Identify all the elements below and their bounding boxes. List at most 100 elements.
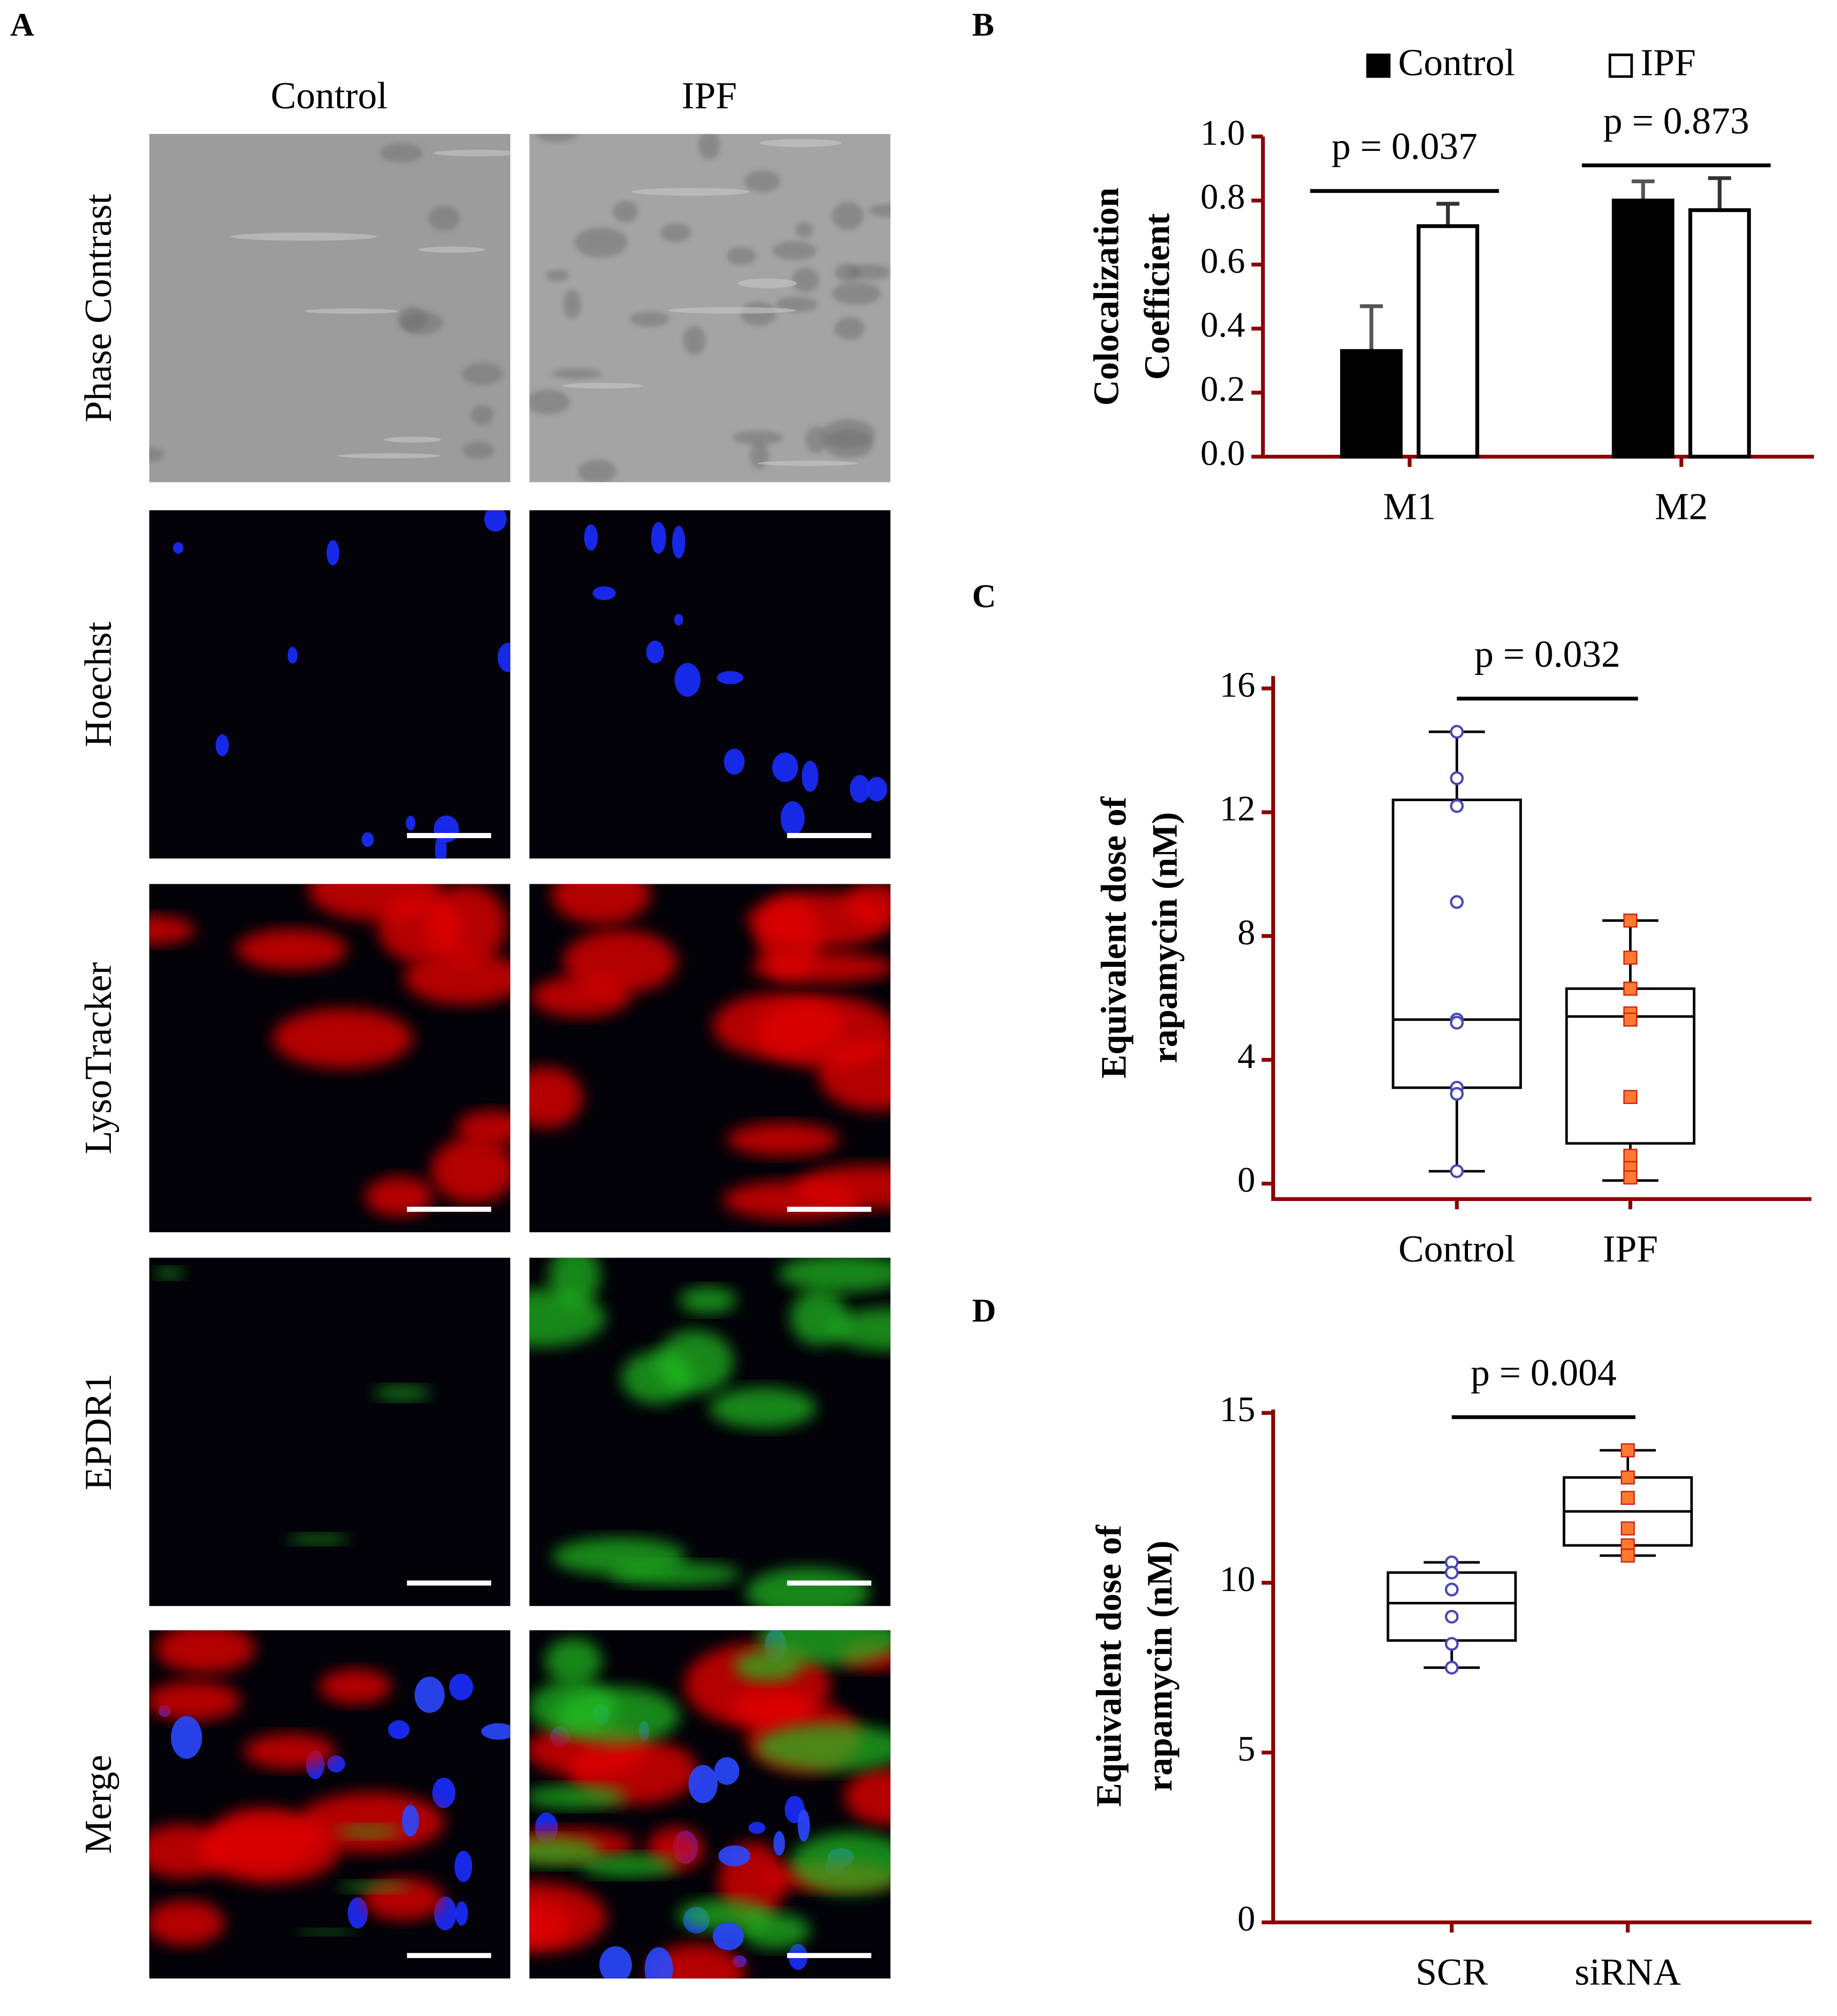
cell: [832, 201, 864, 230]
cell: [481, 1723, 511, 1740]
cell: [380, 143, 422, 163]
cell: [792, 267, 819, 293]
cell: [319, 1669, 392, 1704]
cell: [384, 436, 441, 443]
y-tick-label: 0: [1237, 1160, 1255, 1200]
data-point: [1444, 1582, 1459, 1597]
row-label: Merge: [78, 1755, 120, 1854]
cell: [760, 139, 842, 147]
x-tick-label: M1: [1383, 486, 1437, 528]
data-point: [1444, 1610, 1459, 1624]
x-tick-label: SCR: [1416, 1951, 1488, 1993]
cell: [297, 1929, 357, 1935]
data-point: [1444, 1637, 1459, 1651]
cell: [726, 247, 757, 265]
cell: [758, 1630, 891, 1665]
micrograph-content: [529, 133, 891, 482]
cell: [718, 1845, 751, 1867]
cell: [529, 1785, 628, 1809]
cell: [746, 1567, 869, 1606]
legend-swatch: [1366, 53, 1391, 78]
cell: [287, 647, 298, 664]
micrograph-content: [584, 522, 887, 836]
cell: [801, 761, 819, 792]
micrograph: [149, 1257, 511, 1606]
data-point: [1449, 895, 1464, 909]
cell: [574, 227, 628, 258]
cell: [849, 775, 871, 803]
micrograph-content: [529, 884, 891, 1220]
cell: [584, 524, 598, 551]
micrograph-content: [149, 884, 511, 1217]
cell: [361, 832, 374, 847]
micrograph: [529, 1257, 891, 1606]
data-point: [1444, 1565, 1459, 1580]
cell: [339, 1881, 410, 1892]
cell: [149, 915, 196, 945]
cell: [529, 1882, 607, 1953]
cell: [599, 1946, 632, 1979]
cell: [484, 510, 507, 532]
cell: [462, 362, 503, 385]
cell: [273, 1008, 413, 1069]
cell: [431, 1137, 511, 1204]
cell: [750, 440, 769, 470]
cell: [629, 312, 670, 327]
cell: [199, 1818, 340, 1884]
y-tick-label: 15: [1220, 1390, 1255, 1429]
cell: [400, 311, 443, 335]
column-label: IPF: [682, 75, 737, 117]
cell: [432, 1777, 456, 1808]
cell: [454, 1850, 473, 1883]
cell: [155, 1630, 255, 1674]
micrograph: [149, 510, 511, 859]
cell: [668, 307, 797, 314]
cell: [835, 263, 861, 282]
x-tick-label: Control: [1398, 1228, 1515, 1270]
cell: [592, 586, 616, 600]
y-axis-label: rapamycin (nM): [1146, 812, 1185, 1063]
bar: [1417, 224, 1479, 459]
y-axis-label: rapamycin (nM): [1140, 1541, 1180, 1792]
cell: [772, 752, 799, 782]
data-point: [1449, 799, 1464, 813]
cell: [727, 1122, 839, 1157]
cell: [153, 1267, 184, 1279]
micrograph-content: [529, 1257, 891, 1606]
micrograph: [529, 510, 891, 859]
data-point: [1620, 1443, 1635, 1458]
cell: [631, 188, 750, 196]
row-label: Hoechst: [78, 622, 120, 747]
micrograph: [529, 1630, 891, 1979]
y-tick-label: 10: [1220, 1560, 1255, 1599]
p-value: p = 0.037: [1331, 126, 1477, 168]
cell: [149, 1824, 228, 1878]
cell: [374, 1385, 431, 1401]
cell: [304, 308, 399, 314]
cell: [834, 317, 865, 340]
cell: [844, 1767, 891, 1825]
x-tick-label: IPF: [1602, 1228, 1658, 1270]
cell: [530, 976, 631, 1017]
cell: [365, 1176, 434, 1217]
x-tick-label: M2: [1655, 486, 1708, 528]
cell: [402, 1805, 419, 1837]
data-point: [1623, 913, 1638, 928]
cell: [230, 232, 378, 241]
cell: [578, 459, 616, 482]
cell: [149, 447, 164, 462]
cell: [679, 1287, 737, 1314]
cell: [244, 1733, 336, 1769]
cell: [674, 614, 684, 626]
micrograph-content: [153, 1267, 431, 1545]
cell: [552, 1537, 687, 1576]
y-axis-label: Equivalent dose of: [1089, 1525, 1129, 1807]
y-tick-label: 5: [1237, 1730, 1255, 1769]
cell: [378, 894, 463, 963]
panel-letter: B: [972, 6, 994, 43]
cell: [171, 1716, 202, 1759]
micrograph-bg: [149, 133, 511, 482]
y-tick-label: 16: [1220, 665, 1255, 705]
cell: [327, 1755, 345, 1773]
